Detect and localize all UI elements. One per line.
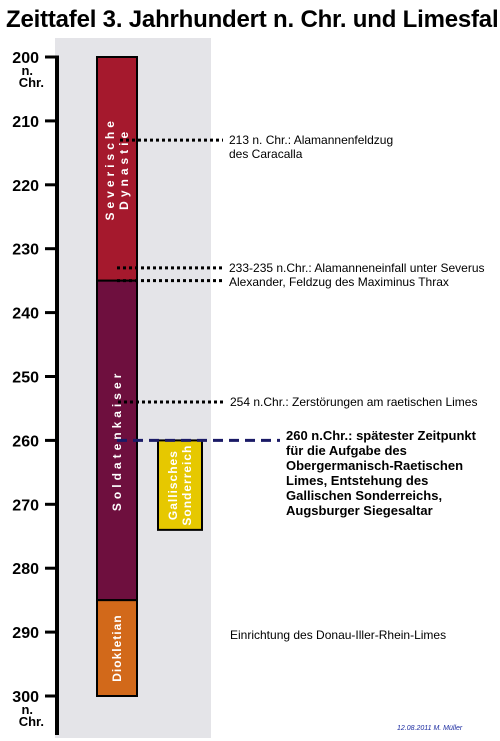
event-290-line-0: Einrichtung des Donau-Iller-Rhein-Limes [230,628,447,643]
tick-label-230: 230 [12,242,39,259]
event-connectors [117,138,280,442]
period-label-diokletian-0: Diokletian [110,614,124,681]
page-title: Zeittafel 3. Jahrhundert n. Chr. und Lim… [6,6,500,33]
event-213-line-0: 213 n. Chr.: Alamannenfeldzug [229,133,394,148]
event-290: Einrichtung des Donau-Iller-Rhein-Limes [230,628,446,642]
era-label-chr: Chr. [19,714,44,729]
era-label-n: n. [21,63,33,78]
event-260: 260 n.Chr.: spätester Zeitpunkt für die A… [286,428,476,518]
period-bar-diokletian [96,599,138,698]
period-label-severische-dynastie-1: Dynastie [117,128,131,210]
event-213: 213 n. Chr.: Alamannenfeldzug des Caracal… [229,133,393,161]
era-label-n: n. [21,702,33,717]
period-label-severische-dynastie-0: Severische [103,117,117,220]
event-233-line-0: 233-235 n.Chr.: Alamanneneinfall unter S… [229,260,485,275]
period-label-gallisches-sonderreich-1: Sonderreich [180,445,194,526]
era-label-chr: Chr. [19,75,44,90]
tick-label-300: 300 [12,689,39,706]
event-260-line-2: Obergermanisch-Raetischen [286,458,464,474]
author-credit: 12.08.2011 M. Müller [397,725,463,732]
event-233-line-1: Alexander, Feldzug des Maximinus Thrax [229,274,449,289]
axis-ticks: 210 220 230 240 250 260 270 280 290 [12,114,59,642]
tick-label-250: 250 [12,370,39,387]
period-bar-gallisches-sonderreich [157,439,203,531]
event-260-line-0: 260 n.Chr.: spätester Zeitpunkt [286,428,476,444]
tick-label-220: 220 [12,178,39,195]
tick-label-240: 240 [12,306,39,323]
tick-label-200: 200 [12,50,39,67]
tick-label-260: 260 [12,433,39,450]
event-260-line-1: für die Aufgabe des [286,443,407,459]
tick-label-290: 290 [12,625,39,642]
tick-label-280: 280 [12,561,39,578]
event-260-line-4: Gallischen Sonderreichs, [286,488,443,504]
event-254: 254 n.Chr.: Zerstörungen am raetischen L… [230,395,477,409]
event-260-line-5: Augsburger Siegesaltar [286,503,433,519]
tick-label-270: 270 [12,497,39,514]
event-213-line-1: des Caracalla [229,147,303,162]
event-254-line-0: 254 n.Chr.: Zerstörungen am raetischen L… [230,395,478,410]
event-260-line-3: Limes, Entstehung des [286,473,429,489]
tick-label-210: 210 [12,114,39,131]
period-label-gallisches-sonderreich-0: Gallisches [166,450,180,520]
event-233: 233-235 n.Chr.: Alamanneneinfall unter S… [229,261,485,289]
